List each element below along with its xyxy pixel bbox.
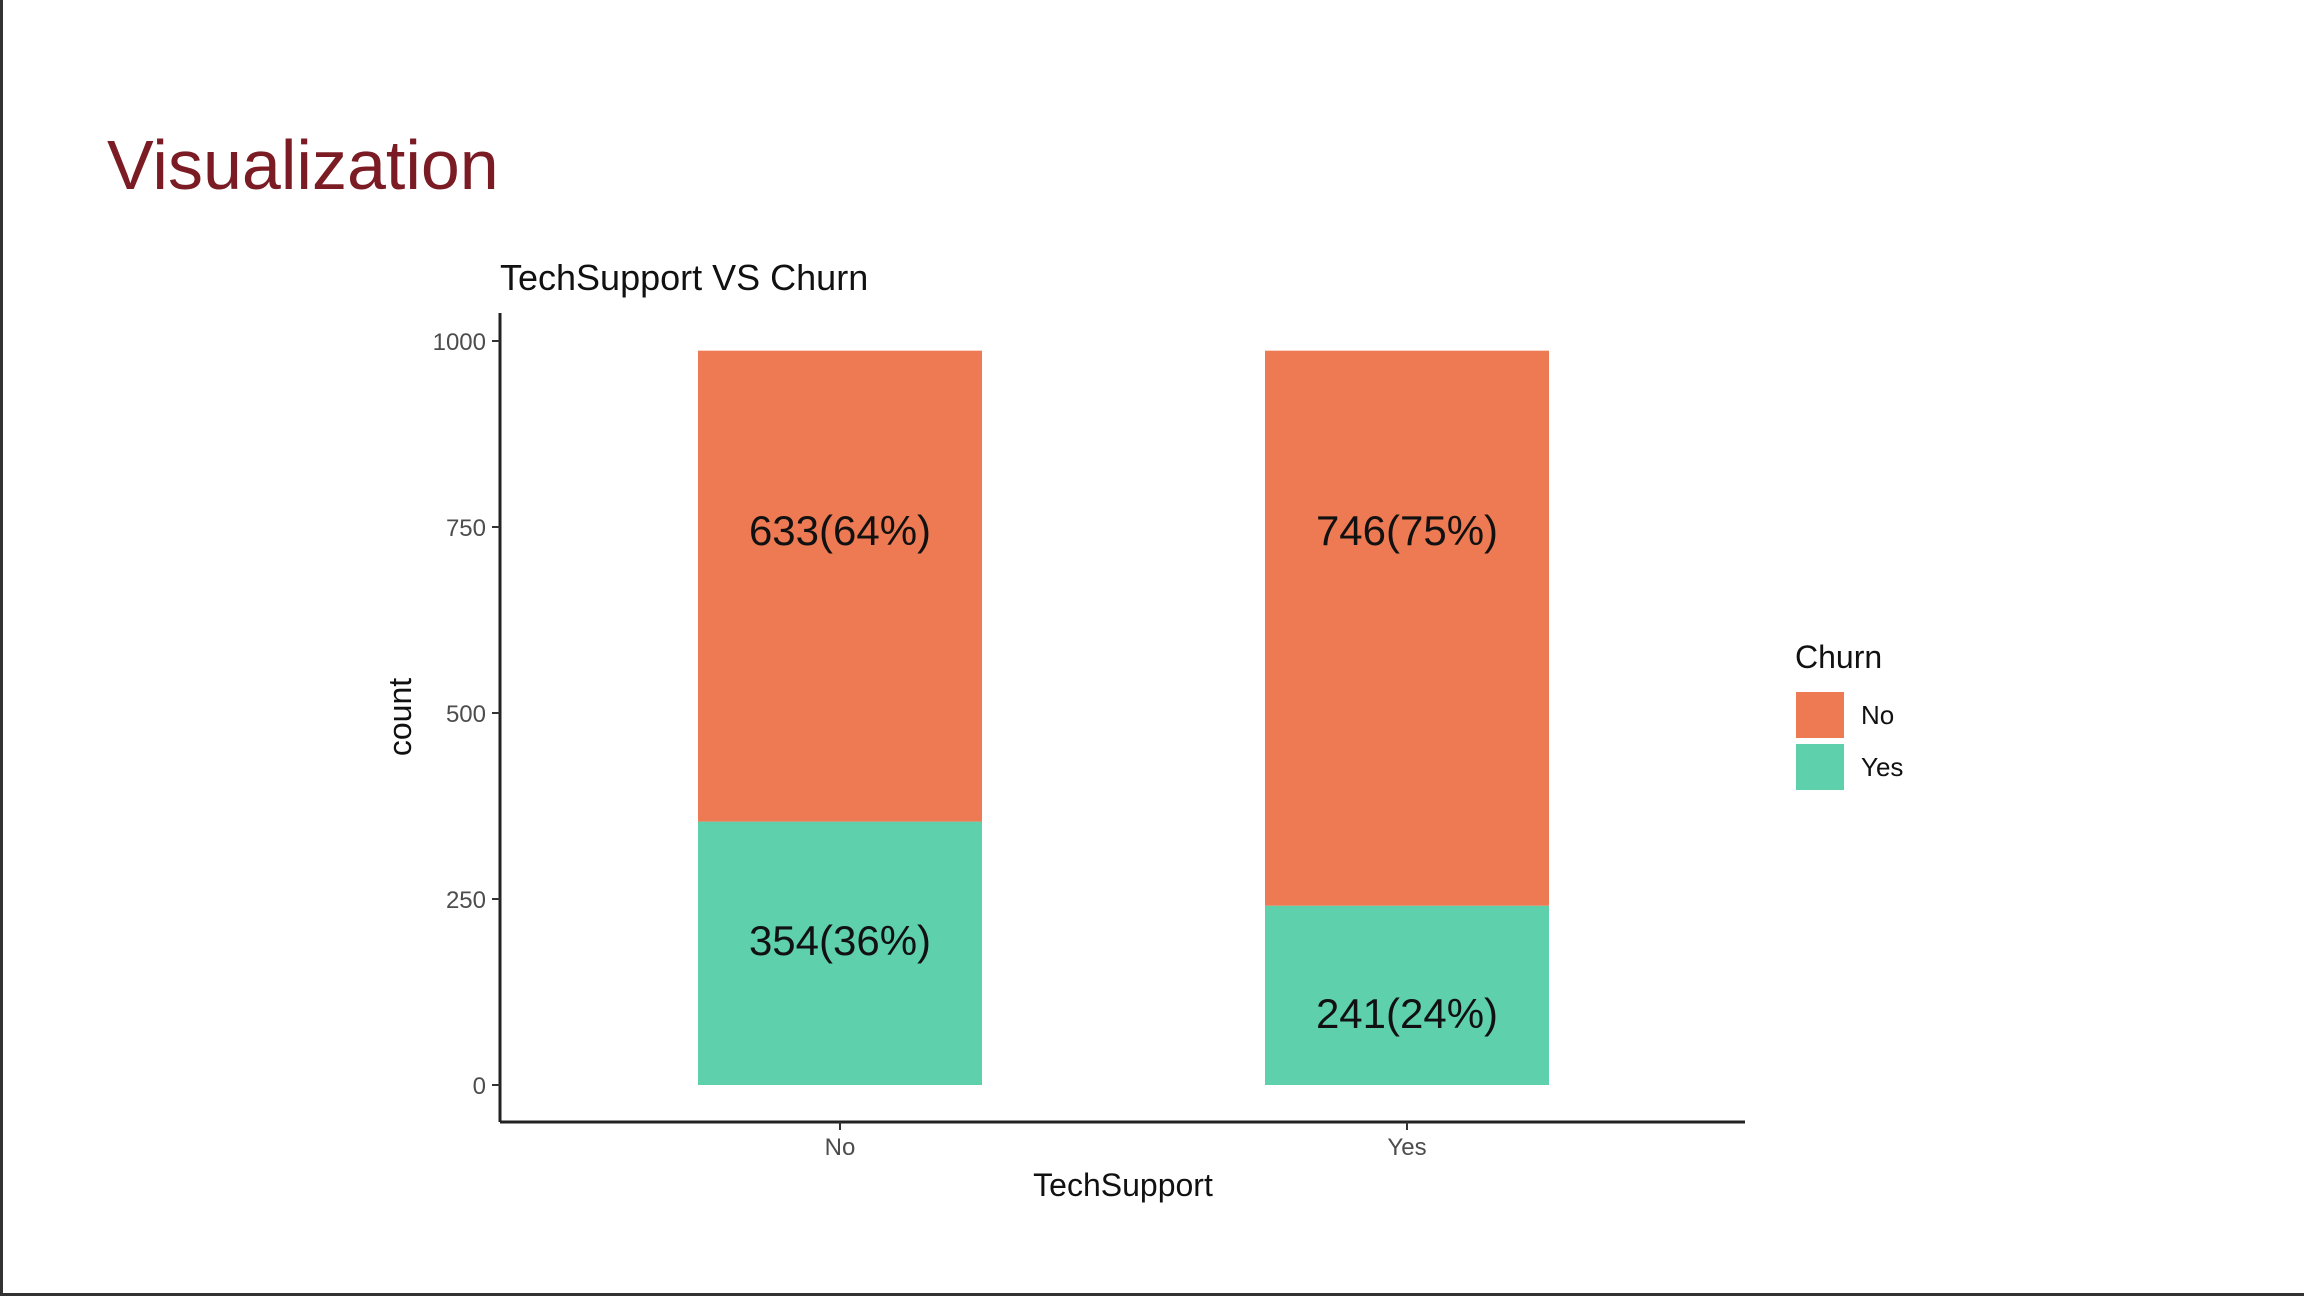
stacked-bar-chart: TechSupport VS Churn 0 250 500 750 1000 354(36…	[382, 257, 1903, 1203]
data-label-yes-yes: 241(24%)	[1316, 990, 1498, 1037]
legend-swatch-yes	[1796, 744, 1844, 790]
bar-no-yes	[1265, 350, 1549, 906]
y-axis-title: count	[382, 678, 418, 756]
bar-no-no	[698, 350, 982, 822]
data-label-no-no: 633(64%)	[749, 507, 931, 554]
legend-title: Churn	[1795, 639, 1882, 675]
bar-yes-no	[698, 821, 982, 1085]
data-label-no-yes: 746(75%)	[1316, 507, 1498, 554]
x-tick-label: Yes	[1387, 1134, 1426, 1161]
legend-label-no: No	[1861, 700, 1894, 730]
y-tick-label: 500	[446, 701, 486, 728]
x-axis-title: TechSupport	[1033, 1167, 1213, 1203]
slide-title: Visualization	[107, 126, 499, 204]
data-label-yes-no: 354(36%)	[749, 917, 931, 964]
y-tick-label: 250	[446, 887, 486, 914]
y-tick-label: 750	[446, 515, 486, 542]
legend-swatch-no	[1796, 692, 1844, 738]
x-tick-label: No	[825, 1134, 856, 1161]
chart-title: TechSupport VS Churn	[500, 257, 868, 298]
y-tick-label: 0	[473, 1073, 486, 1100]
bar-yes-yes	[1265, 905, 1549, 1085]
y-tick-label: 1000	[433, 329, 486, 356]
legend-label-yes: Yes	[1861, 752, 1903, 782]
